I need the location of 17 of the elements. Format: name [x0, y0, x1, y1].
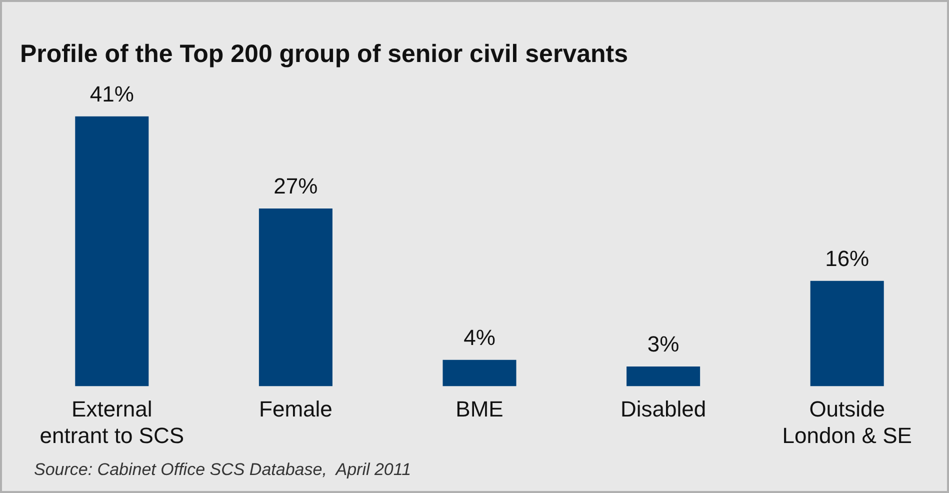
source-note: Source: Cabinet Office SCS Database, April 2011 — [34, 460, 412, 480]
chart-title: Profile of the Top 200 group of senior civil servants — [20, 40, 628, 68]
x-tick-label: BME — [456, 396, 504, 422]
x-tick-label: Outside London & SE — [782, 396, 912, 448]
data-label: 3% — [647, 332, 680, 357]
bar — [626, 366, 700, 386]
data-label: 41% — [90, 81, 134, 106]
bar — [75, 116, 149, 386]
x-tick-label: Disabled — [620, 396, 706, 422]
data-label: 27% — [274, 174, 318, 199]
x-tick-label: Female — [259, 396, 332, 422]
data-label: 4% — [464, 324, 496, 350]
bar — [258, 208, 332, 386]
data-label: 16% — [825, 246, 870, 271]
x-tick-label: External entrant to SCS — [40, 396, 184, 448]
bar — [442, 360, 516, 386]
bar — [810, 280, 884, 386]
